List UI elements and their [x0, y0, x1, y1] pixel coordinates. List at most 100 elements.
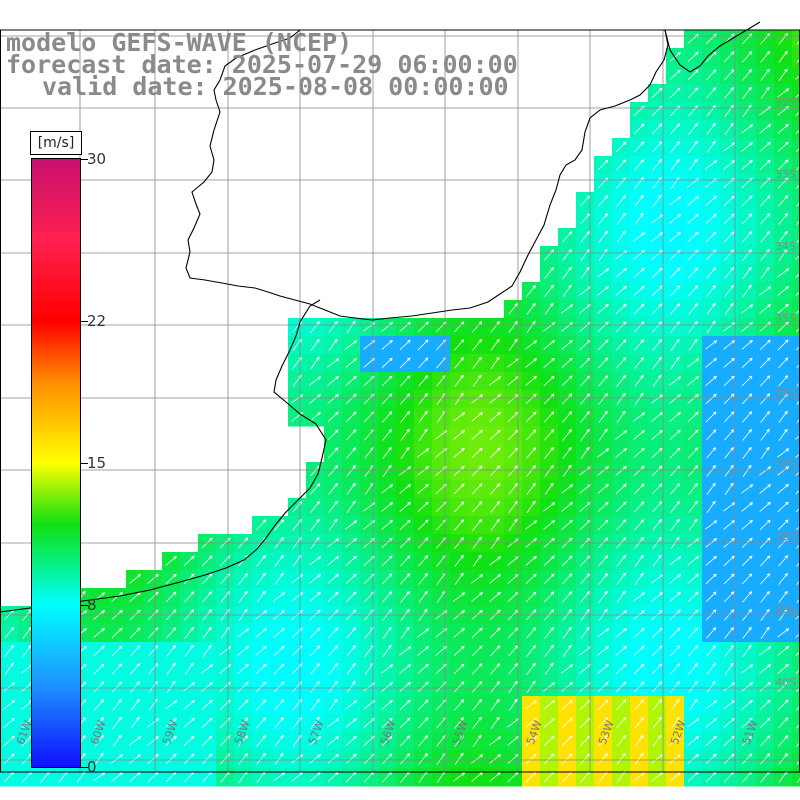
- wind-arrow: [634, 194, 644, 207]
- wind-arrow: [723, 393, 735, 405]
- wind-arrow: [796, 777, 800, 783]
- wind-arrow: [651, 483, 663, 495]
- wind-arrow: [562, 266, 572, 279]
- wind-arrow: [562, 446, 572, 459]
- wind-arrow: [633, 267, 645, 278]
- wind-arrow: [724, 482, 734, 495]
- wind-arrow: [723, 717, 735, 728]
- wind-arrow: [255, 663, 267, 675]
- wind-arrow: [651, 465, 663, 477]
- wind-vectors: [3, 32, 800, 783]
- wind-arrow: [669, 376, 682, 386]
- wind-arrow: [399, 501, 411, 512]
- wind-arrow: [508, 645, 519, 657]
- wind-arrow: [471, 772, 484, 782]
- wind-arrow: [526, 302, 536, 315]
- wind-arrow: [741, 519, 753, 530]
- wind-arrow: [706, 284, 716, 297]
- wind-arrow: [651, 429, 663, 440]
- wind-arrow: [418, 590, 428, 603]
- wind-arrow: [669, 429, 681, 441]
- wind-arrow: [166, 662, 176, 675]
- wind-arrow: [741, 339, 753, 350]
- wind-arrow: [400, 590, 410, 603]
- wind-arrow: [742, 411, 753, 423]
- wind-arrow: [471, 429, 483, 440]
- wind-arrow: [796, 39, 800, 45]
- wind-arrow: [490, 663, 501, 675]
- wind-arrow: [381, 735, 393, 747]
- wind-arrow: [633, 627, 645, 638]
- wind-arrow: [309, 574, 322, 584]
- wind-arrow: [399, 339, 411, 351]
- wind-arrow: [543, 375, 555, 387]
- wind-arrow: [453, 772, 466, 782]
- wind-arrow: [256, 734, 266, 747]
- wind-arrow: [201, 735, 213, 747]
- wind-arrow: [184, 644, 194, 657]
- wind-arrow: [778, 572, 788, 585]
- wind-arrow: [400, 626, 410, 639]
- wind-arrow: [778, 195, 789, 207]
- wind-arrow: [705, 358, 718, 368]
- wind-arrow: [759, 375, 771, 387]
- wind-arrow: [777, 448, 790, 458]
- wind-cell: [792, 462, 800, 481]
- wind-arrow: [724, 302, 734, 315]
- wind-arrow: [687, 411, 699, 423]
- wind-arrow: [723, 555, 735, 567]
- wind-arrow: [616, 572, 626, 585]
- wind-arrow: [615, 339, 627, 351]
- wind-arrow: [418, 572, 428, 585]
- wind-arrow: [525, 753, 537, 765]
- wind-arrow: [742, 428, 752, 441]
- wind-arrow: [705, 195, 717, 206]
- wind-arrow: [147, 627, 159, 639]
- wind-arrow: [795, 273, 800, 278]
- wind-arrow: [724, 284, 734, 297]
- wind-arrow: [544, 626, 554, 639]
- wind-arrow: [580, 573, 591, 585]
- wind-arrow: [687, 591, 699, 603]
- latitude-label: 39S: [775, 603, 796, 616]
- wind-arrow: [238, 572, 248, 585]
- wind-arrow: [471, 483, 483, 495]
- wind-arrow: [165, 573, 177, 585]
- wind-arrow: [382, 428, 392, 441]
- wind-cell: [792, 642, 800, 661]
- wind-arrow: [634, 159, 645, 171]
- wind-arrow: [489, 574, 502, 584]
- wind-arrow: [651, 574, 664, 584]
- wind-arrow: [706, 627, 717, 639]
- wind-arrow: [723, 502, 736, 512]
- wind-arrow: [687, 87, 699, 99]
- wind-arrow: [687, 376, 700, 386]
- wind-arrow: [580, 428, 590, 441]
- wind-cell: [792, 84, 800, 103]
- wind-arrow: [669, 249, 681, 261]
- wind-arrow: [796, 219, 800, 225]
- wind-arrow: [93, 772, 106, 782]
- wind-arrow: [634, 356, 644, 369]
- wind-arrow: [454, 572, 464, 585]
- wind-arrow: [4, 626, 14, 639]
- wind-arrow: [651, 627, 663, 639]
- wind-arrow: [381, 664, 394, 674]
- wind-arrow: [742, 446, 752, 459]
- wind-arrow: [615, 645, 627, 656]
- wind-arrow: [238, 735, 249, 747]
- wind-arrow: [669, 645, 681, 657]
- wind-arrow: [795, 309, 800, 315]
- wind-arrow: [381, 753, 393, 765]
- wind-arrow: [742, 248, 752, 261]
- wind-arrow: [633, 250, 646, 260]
- wind-arrow: [345, 411, 357, 423]
- wind-arrow: [688, 320, 698, 333]
- wind-arrow: [561, 682, 574, 692]
- wind-arrow: [327, 376, 340, 386]
- wind-cell: [792, 156, 800, 175]
- wind-arrow: [705, 520, 718, 530]
- wind-arrow: [615, 483, 627, 495]
- wind-arrow: [633, 592, 646, 602]
- wind-arrow: [327, 591, 339, 603]
